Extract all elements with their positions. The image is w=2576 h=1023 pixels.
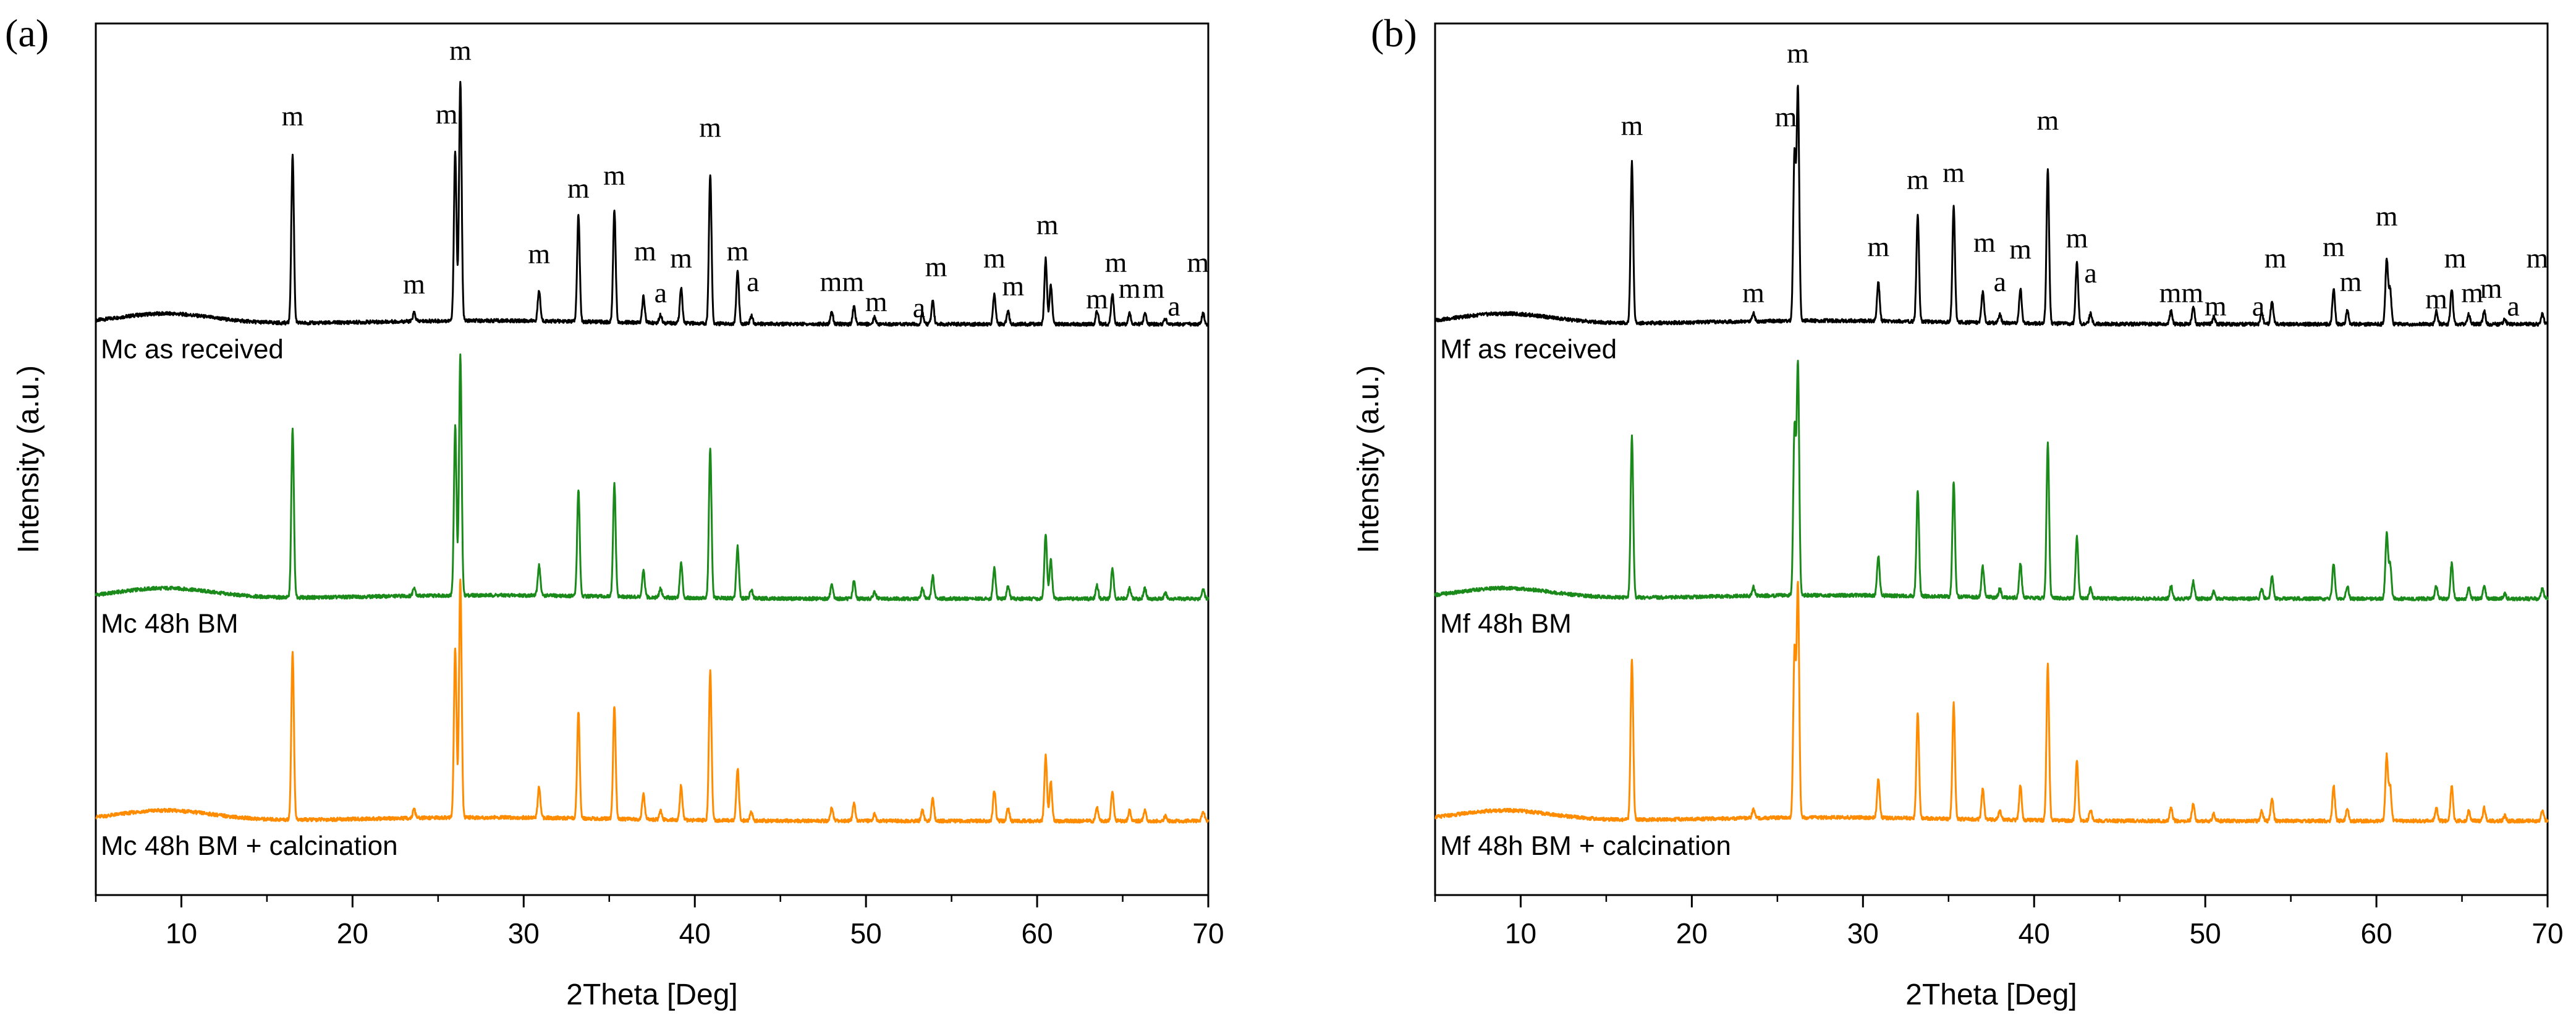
peak-annotation: a bbox=[913, 292, 925, 323]
x-tick-label: 40 bbox=[679, 917, 711, 949]
peak-annotation: a bbox=[655, 277, 667, 308]
peak-annotation: m bbox=[2461, 277, 2483, 308]
series-line bbox=[95, 579, 1210, 824]
peak-annotation: a bbox=[747, 266, 759, 297]
x-tick-label: 70 bbox=[2532, 917, 2563, 949]
x-tick-label: 60 bbox=[1021, 917, 1053, 949]
peak-annotation: m bbox=[1907, 164, 1929, 195]
series-label: Mf as received bbox=[1440, 334, 1617, 364]
peak-annotation: m bbox=[1742, 277, 1765, 308]
peak-annotation: mm bbox=[2159, 277, 2204, 308]
x-axis-ticks: 10 20 30 40 50 60 70 bbox=[1434, 895, 2564, 949]
peak-annotation: a bbox=[1994, 266, 2006, 297]
x-tick-label: 30 bbox=[508, 917, 540, 949]
panel-label: (a) bbox=[5, 11, 49, 55]
series-line bbox=[95, 353, 1210, 601]
peak-annotation: m bbox=[2340, 266, 2362, 297]
peak-annotation: m bbox=[983, 242, 1006, 274]
peak-annotation: m bbox=[2444, 242, 2467, 274]
peak-annotation: m bbox=[670, 242, 692, 274]
series-line bbox=[95, 80, 1209, 327]
series-line bbox=[1434, 85, 2549, 327]
peak-annotation: a bbox=[2507, 290, 2519, 321]
peak-annotation: m bbox=[528, 238, 550, 270]
peak-annotation: m bbox=[2036, 104, 2059, 136]
peak-annotation: m bbox=[2265, 242, 2287, 274]
peak-annotation: m bbox=[2009, 234, 2032, 265]
x-tick-label: 60 bbox=[2360, 917, 2392, 949]
x-tick-label: 10 bbox=[166, 917, 197, 949]
series-label: Mf 48h BM bbox=[1440, 609, 1572, 639]
peak-annotation: m bbox=[1775, 101, 1797, 132]
peak-annotation: m bbox=[634, 236, 656, 267]
peak-annotation: m bbox=[1973, 226, 1996, 258]
peak-annotation: m bbox=[925, 251, 947, 282]
peak-annotation: m bbox=[2376, 200, 2398, 232]
x-tick-label: 40 bbox=[2019, 917, 2050, 949]
peak-annotation: a bbox=[1167, 290, 1180, 321]
peak-annotation: m bbox=[1867, 231, 1889, 262]
peak-annotation: m bbox=[282, 100, 304, 132]
peak-annotation: m bbox=[1943, 157, 1965, 189]
peak-annotation: m bbox=[603, 159, 625, 191]
series-layer bbox=[1434, 85, 2549, 824]
peak-annotation: m bbox=[865, 286, 888, 317]
series-line bbox=[1434, 360, 2549, 601]
x-axis-label: 2Theta [Deg] bbox=[566, 978, 738, 1011]
peak-annotation: m bbox=[1002, 270, 1024, 302]
panel-label: (b) bbox=[1371, 11, 1417, 55]
x-tick-label: 50 bbox=[850, 917, 882, 949]
plot-frame bbox=[95, 22, 1210, 896]
x-tick-label: 30 bbox=[1847, 917, 1879, 949]
series-labels: Mf as received Mf 48h BM Mf 48h BM + calci… bbox=[1440, 334, 1731, 861]
peak-annotation: m bbox=[1105, 247, 1127, 278]
peak-annotation: m bbox=[727, 236, 749, 267]
series-label: Mc as received bbox=[101, 334, 284, 364]
series-label: Mc 48h BM + calcination bbox=[101, 831, 398, 861]
peak-annotation: m bbox=[1621, 109, 1643, 141]
peak-annotation: mm bbox=[820, 266, 865, 297]
peak-annotation: m bbox=[1086, 283, 1108, 315]
y-axis-label: Intensity (a.u.) bbox=[1352, 365, 1385, 553]
peak-annotation: m bbox=[2480, 273, 2502, 304]
peak-annotation: m bbox=[2066, 222, 2088, 253]
series-labels: Mc as received Mc 48h BM Mc 48h BM + calci… bbox=[101, 334, 398, 861]
peak-annotation: m bbox=[403, 268, 425, 300]
peak-annotation: a bbox=[2084, 257, 2096, 289]
peak-annotation: m bbox=[699, 111, 721, 143]
x-tick-label: 10 bbox=[1505, 917, 1536, 949]
peak-annotation: m bbox=[1119, 273, 1141, 304]
peak-annotation: m bbox=[2205, 290, 2227, 321]
series-layer bbox=[95, 80, 1210, 824]
peak-annotation: m bbox=[2323, 231, 2345, 262]
peak-annotation: m bbox=[1187, 247, 1209, 278]
series-label: Mc 48h BM bbox=[101, 609, 239, 639]
x-tick-label: 20 bbox=[337, 917, 368, 949]
peak-annotation: m bbox=[1036, 209, 1059, 240]
peak-annotation: a bbox=[2252, 290, 2265, 321]
y-axis-label: Intensity (a.u.) bbox=[12, 365, 45, 553]
peak-annotation: m bbox=[436, 98, 458, 130]
x-tick-label: 50 bbox=[2190, 917, 2221, 949]
peak-annotation: m bbox=[567, 172, 590, 204]
x-tick-label: 20 bbox=[1676, 917, 1708, 949]
peak-annotation: m bbox=[2526, 242, 2548, 274]
series-line bbox=[1434, 580, 2549, 824]
peak-annotation: m bbox=[449, 35, 472, 66]
peak-annotation: m bbox=[1787, 37, 1809, 69]
plot-frame bbox=[1434, 22, 2549, 896]
x-tick-label: 70 bbox=[1192, 917, 1224, 949]
peak-annotation: m bbox=[1142, 273, 1164, 304]
peak-annotation: m bbox=[2425, 283, 2447, 315]
x-axis-ticks: 10 20 30 40 50 60 70 bbox=[95, 895, 1224, 949]
series-label: Mf 48h BM + calcination bbox=[1440, 831, 1731, 861]
x-axis-label: 2Theta [Deg] bbox=[1905, 978, 2077, 1011]
